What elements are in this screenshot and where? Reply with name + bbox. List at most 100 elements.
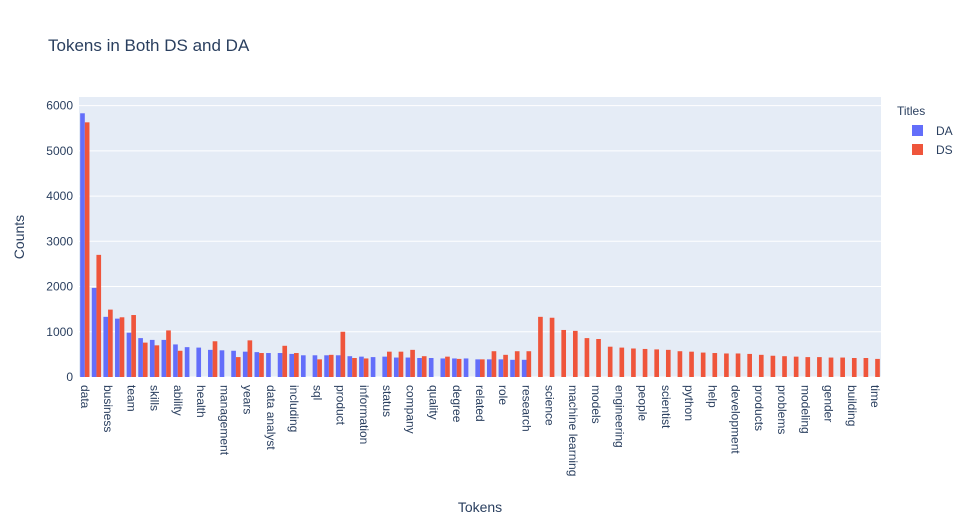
bar xyxy=(561,329,567,377)
bar xyxy=(863,358,869,377)
bar xyxy=(665,349,671,377)
x-tick-label: models xyxy=(589,385,603,424)
x-tick-label: management xyxy=(217,385,231,456)
bar xyxy=(510,359,515,377)
legend-label: DA xyxy=(936,124,953,138)
bar xyxy=(103,316,109,377)
bar xyxy=(428,358,434,377)
y-axis-title: Counts xyxy=(11,215,27,259)
bar xyxy=(347,356,353,377)
bar xyxy=(572,330,578,377)
bar xyxy=(161,339,167,377)
y-tick-label: 6000 xyxy=(46,99,73,113)
bar xyxy=(689,351,694,377)
bar xyxy=(724,353,729,377)
bar xyxy=(352,358,357,377)
bar xyxy=(596,339,601,377)
bar xyxy=(456,358,462,377)
x-tick-label: related xyxy=(473,385,487,422)
bar xyxy=(417,358,422,377)
x-tick-label: building xyxy=(845,385,859,426)
x-tick-label: skills xyxy=(148,385,162,411)
bar xyxy=(526,351,532,377)
bar xyxy=(119,317,125,377)
bar xyxy=(317,359,322,377)
bar xyxy=(607,346,613,377)
bar xyxy=(498,359,504,377)
x-tick-label: problems xyxy=(775,385,789,434)
x-tick-label: development xyxy=(729,385,743,454)
bar xyxy=(793,356,799,377)
y-tick-label: 1000 xyxy=(46,325,73,339)
bar xyxy=(382,356,388,377)
x-tick-label: business xyxy=(101,385,115,432)
bar xyxy=(758,354,764,377)
bar xyxy=(149,339,155,377)
bar xyxy=(166,330,171,377)
bar xyxy=(828,357,834,377)
plot-area xyxy=(79,97,881,377)
x-tick-label: products xyxy=(752,385,766,431)
bar xyxy=(131,315,136,377)
bar xyxy=(335,355,341,377)
bar xyxy=(231,350,236,377)
bar xyxy=(491,351,497,377)
x-tick-label: years xyxy=(241,385,255,414)
bar xyxy=(282,345,288,377)
bar xyxy=(312,355,318,377)
bar xyxy=(840,357,845,377)
bar xyxy=(782,356,787,377)
y-tick-label: 2000 xyxy=(46,280,73,294)
x-axis-title: Tokens xyxy=(458,499,502,515)
bar xyxy=(184,347,190,377)
bar xyxy=(294,353,299,377)
bar xyxy=(445,356,450,377)
bar xyxy=(735,353,741,377)
bar xyxy=(503,354,508,377)
legend-swatch xyxy=(912,144,923,155)
bar xyxy=(259,353,264,377)
x-tick-label: engineering xyxy=(612,385,626,448)
x-tick-label: data xyxy=(78,385,92,409)
bar xyxy=(340,331,346,377)
x-tick-label: research xyxy=(519,385,533,432)
bar xyxy=(747,353,752,377)
bar xyxy=(115,318,120,377)
bar xyxy=(631,348,636,377)
bar xyxy=(514,351,520,377)
bar xyxy=(712,353,718,377)
bar xyxy=(212,341,218,377)
x-tick-label: product xyxy=(334,385,348,426)
x-tick-label: role xyxy=(496,385,510,405)
y-tick-label: 0 xyxy=(66,370,73,384)
y-tick-label: 5000 xyxy=(46,144,73,158)
bar xyxy=(677,351,683,377)
bar xyxy=(277,353,283,377)
bar xyxy=(370,357,376,377)
bar xyxy=(654,349,659,377)
bar xyxy=(247,340,253,377)
bar xyxy=(521,359,527,377)
bar xyxy=(359,356,364,377)
x-tick-label: scientist xyxy=(659,385,673,429)
x-tick-label: gender xyxy=(822,385,836,422)
x-tick-label: modeling xyxy=(798,385,812,434)
bar xyxy=(219,350,225,377)
bar xyxy=(463,358,469,377)
bar xyxy=(324,355,329,377)
bar xyxy=(410,349,415,377)
x-tick-label: time xyxy=(868,385,882,408)
y-tick-label: 3000 xyxy=(46,234,73,248)
x-tick-label: degree xyxy=(450,385,464,423)
bar xyxy=(440,358,446,377)
bar xyxy=(549,317,555,377)
bar xyxy=(421,356,427,377)
x-tick-label: help xyxy=(705,385,719,408)
bar xyxy=(289,353,295,377)
chart-title: Tokens in Both DS and DA xyxy=(48,36,250,55)
x-tick-label: quality xyxy=(427,385,441,420)
bar xyxy=(266,353,271,377)
bar xyxy=(393,357,399,377)
x-tick-label: machine learning xyxy=(566,385,580,476)
